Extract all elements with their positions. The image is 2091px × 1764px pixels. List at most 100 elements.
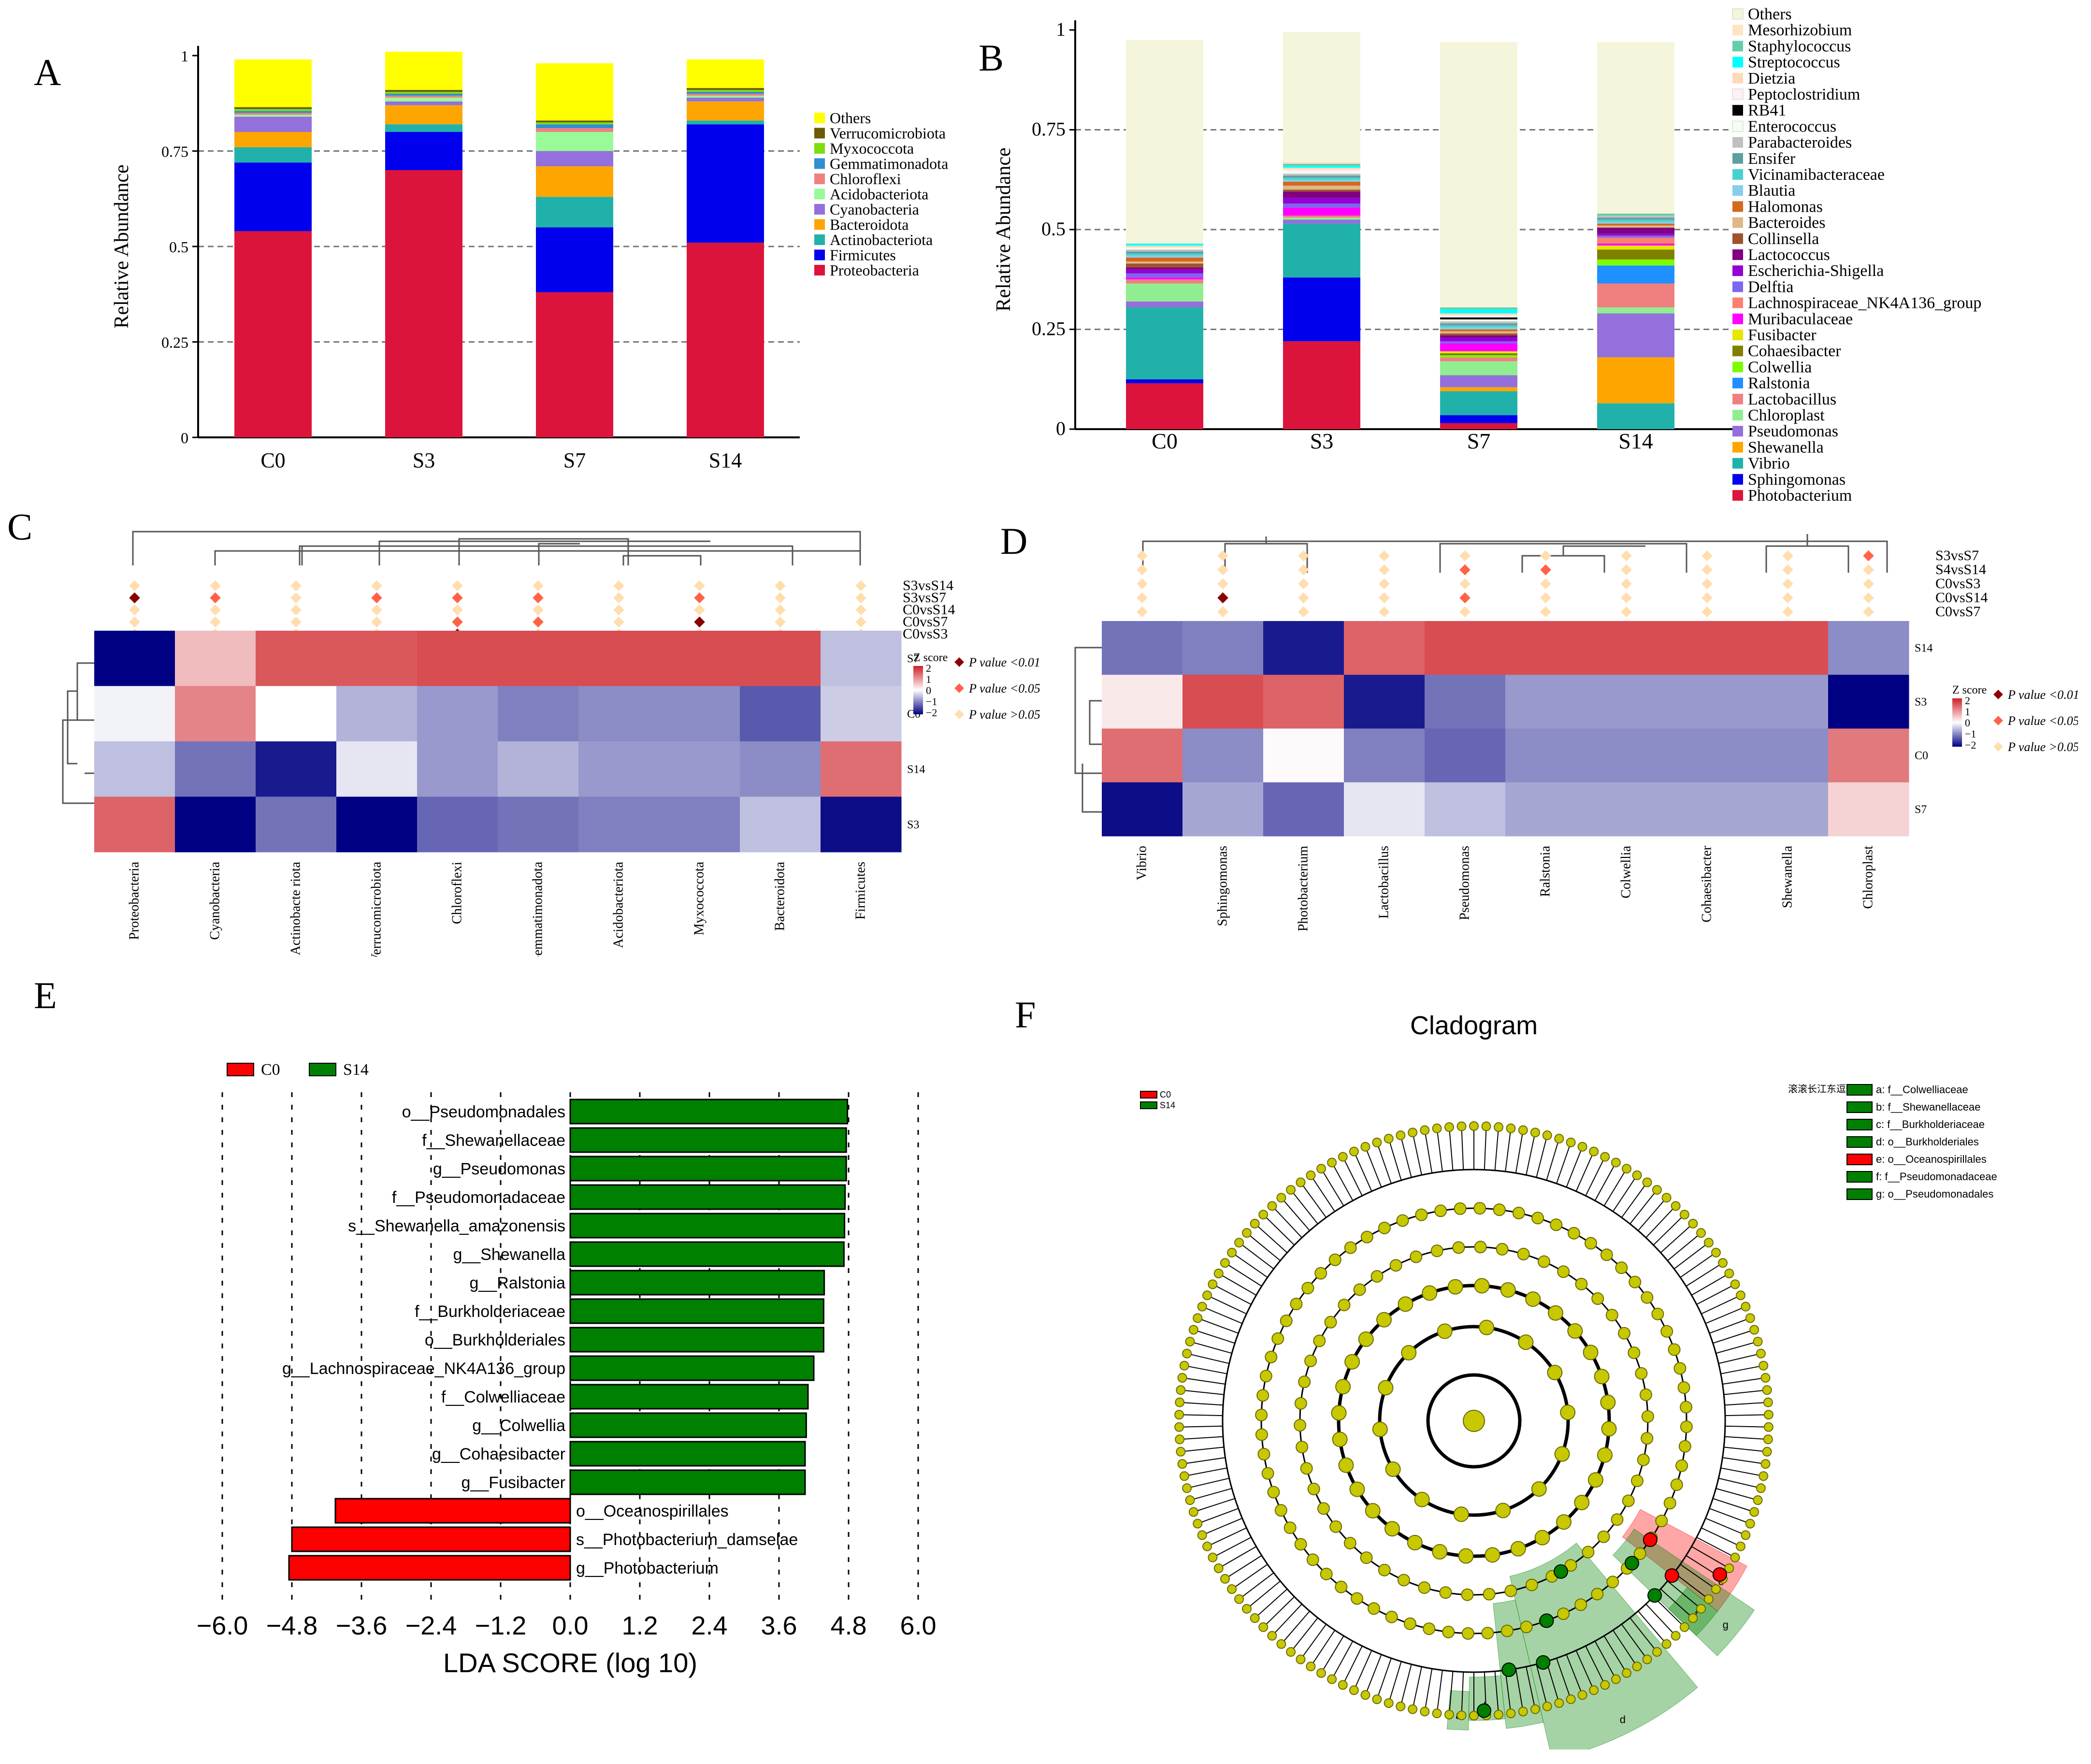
header-text: 滚滚长江东逗 xyxy=(1788,1084,1846,1095)
heatmap-cell xyxy=(659,741,740,797)
leaf-node xyxy=(1208,1552,1218,1562)
leaf-node xyxy=(1696,1604,1706,1614)
leaf-node xyxy=(1384,1134,1394,1144)
leaf-node xyxy=(1396,1701,1406,1711)
bar-segment xyxy=(1126,249,1203,252)
legend-swatch xyxy=(1732,297,1743,308)
bar-segment xyxy=(385,94,462,96)
leaf-node xyxy=(1276,1193,1286,1203)
panel-label-f: F xyxy=(1015,994,1036,1036)
legend-swatch xyxy=(1732,281,1743,292)
clade-legend-label: c: f__Burkholderiaceae xyxy=(1876,1118,1985,1130)
leaf-branch xyxy=(1376,1142,1392,1184)
legend-swatch xyxy=(1732,25,1743,36)
p-value-marker xyxy=(1137,592,1148,604)
heatmap-cell xyxy=(1667,728,1748,783)
leaf-branch xyxy=(1718,1353,1761,1364)
p-value-marker xyxy=(1540,578,1551,590)
p-value-marker xyxy=(775,580,786,592)
leaf-branch xyxy=(1716,1341,1758,1354)
bar-segment xyxy=(385,90,462,92)
column-label: Firmicutes xyxy=(853,862,868,920)
leaf-branch xyxy=(1207,1527,1247,1547)
leaf-node xyxy=(1408,1704,1418,1714)
heatmap-cell xyxy=(1586,621,1667,675)
leaf-node xyxy=(1384,1698,1394,1708)
legend-label: Delftia xyxy=(1748,278,1793,296)
leaf-branch xyxy=(1180,1436,1224,1440)
bar-segment xyxy=(1597,216,1674,218)
p-value-marker xyxy=(1379,550,1390,562)
legend-label: Gemmatimonadota xyxy=(830,155,948,173)
p-value-marker xyxy=(613,592,624,604)
inner-node xyxy=(1385,1461,1401,1477)
sector-letter: f xyxy=(1695,1608,1698,1620)
leaf-node xyxy=(1763,1397,1773,1407)
lda-bar xyxy=(291,1526,571,1552)
bar-label: s__Shewanella_amazonensis xyxy=(348,1217,565,1235)
leaf-branch xyxy=(1190,1488,1232,1501)
lda-bar xyxy=(569,1469,806,1495)
leaf-branch xyxy=(1536,1664,1548,1707)
leaf-node xyxy=(1724,1563,1734,1573)
legend-swatch xyxy=(1732,346,1743,357)
bar-segment xyxy=(687,97,764,101)
heatmap-cell xyxy=(1263,782,1344,837)
leaf-node xyxy=(1724,1269,1734,1278)
leaf-node xyxy=(1763,1410,1774,1420)
bar-segment xyxy=(1597,221,1674,224)
inner-node xyxy=(1385,1610,1398,1623)
inner-node xyxy=(1591,1292,1604,1305)
leaf-node xyxy=(1530,1128,1540,1138)
leaf-branch xyxy=(1186,1353,1229,1364)
heatmap-cell xyxy=(740,631,821,686)
p-value-marker xyxy=(1702,564,1713,576)
x-tick-label: −2.4 xyxy=(405,1611,457,1640)
inner-node xyxy=(1651,1307,1664,1320)
legend-title: Z score xyxy=(913,651,948,664)
bar-segment xyxy=(1440,309,1517,314)
bar-segment xyxy=(1440,329,1517,332)
x-tick-label: S3 xyxy=(413,448,435,472)
bar-segment xyxy=(234,116,312,132)
bar-segment xyxy=(1126,379,1203,384)
p-value-marker xyxy=(1459,550,1471,562)
bar-segment xyxy=(536,122,613,125)
leaf-node xyxy=(1753,1336,1763,1346)
x-tick-label: 6.0 xyxy=(900,1611,936,1640)
leaf-branch xyxy=(1701,1527,1741,1547)
inner-node xyxy=(1670,1478,1683,1491)
bar-label: f__Colwelliaceae xyxy=(441,1388,565,1406)
x-tick-label: 3.6 xyxy=(761,1611,797,1640)
legend-swatch xyxy=(814,204,825,215)
heatmap-cell xyxy=(256,741,337,797)
inner-node xyxy=(1257,1447,1270,1460)
leaf-node xyxy=(1679,1210,1689,1220)
color-scale-tick: −1 xyxy=(1965,728,1976,740)
leaf-branch xyxy=(1271,1604,1302,1636)
leaf-branch xyxy=(1484,1126,1487,1170)
leaf-node xyxy=(1753,1495,1763,1505)
p-value-marker xyxy=(129,592,140,604)
legend-label: Acidobacteriota xyxy=(830,186,928,203)
bar-segment xyxy=(1440,415,1517,423)
bar-segment xyxy=(1126,40,1203,244)
leaf-node xyxy=(1258,1210,1269,1220)
p-value-marker xyxy=(694,580,705,592)
heatmap-cell xyxy=(1182,675,1264,729)
leaf-branch xyxy=(1321,1635,1344,1674)
inner-node xyxy=(1415,1208,1428,1221)
inner-node xyxy=(1479,1319,1495,1335)
comparison-label: C0vsS14 xyxy=(1935,590,1988,606)
inner-node xyxy=(1600,1394,1616,1410)
legend-label: Blautia xyxy=(1748,182,1795,200)
color-scale-tick: −2 xyxy=(926,707,937,719)
bar-segment xyxy=(1283,341,1360,429)
leaf-branch xyxy=(1638,1610,1667,1645)
biomarker-node xyxy=(1476,1703,1491,1718)
p-value-marker xyxy=(1459,578,1471,590)
bar-label: o__Burkholderiales xyxy=(425,1331,565,1349)
bar-segment xyxy=(234,162,312,231)
leaf-branch xyxy=(1603,1168,1627,1206)
bar-label: f__Pseudomonadaceae xyxy=(392,1188,565,1207)
